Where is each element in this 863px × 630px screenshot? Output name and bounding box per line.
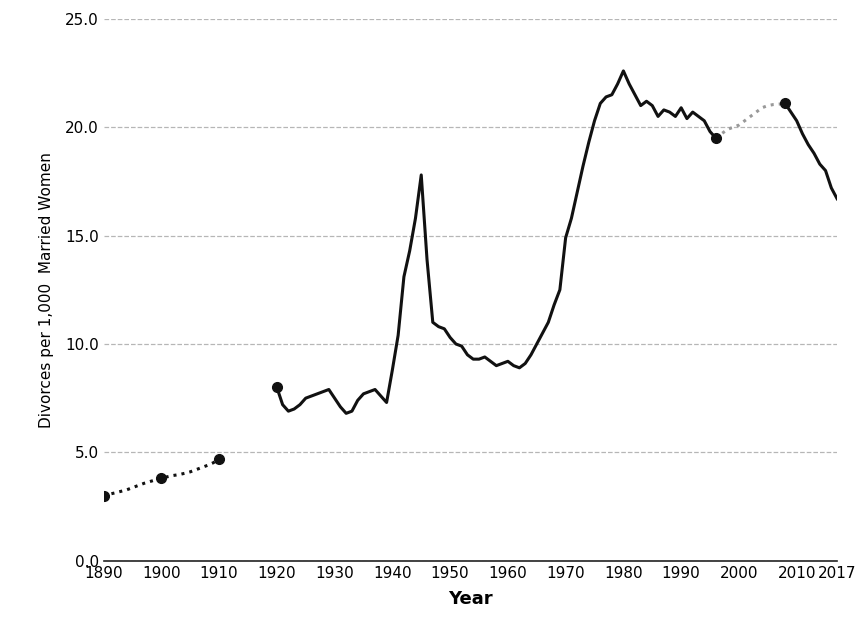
Y-axis label: Divorces per 1,000  Married Women: Divorces per 1,000 Married Women (39, 152, 54, 428)
X-axis label: Year: Year (448, 590, 493, 607)
